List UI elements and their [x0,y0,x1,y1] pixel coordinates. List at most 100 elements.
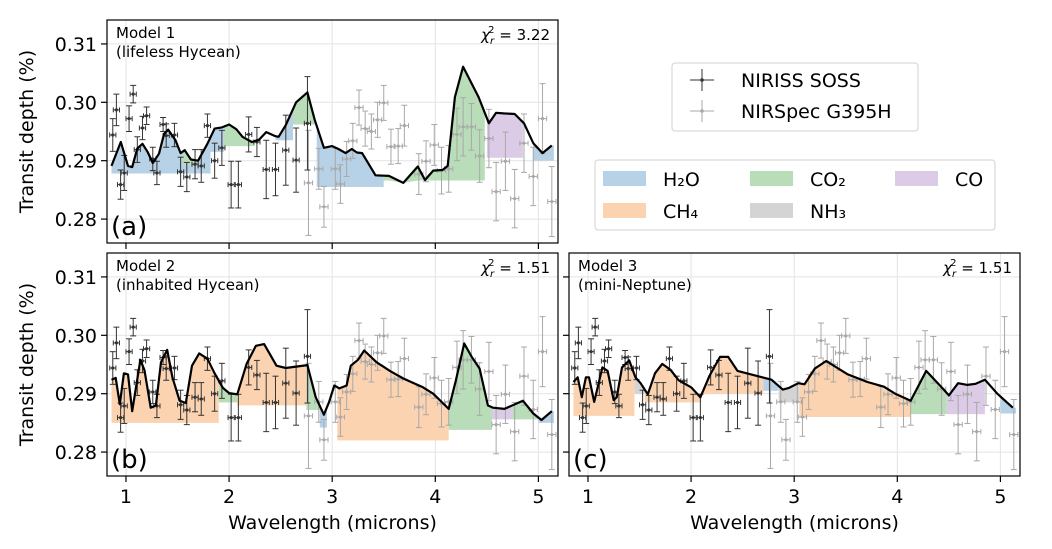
plot-area [109,309,557,471]
data-marker [151,390,155,394]
data-point-niriss [112,326,120,360]
data-marker [975,430,979,434]
data-point-nirspec [379,84,389,121]
data-point-niriss [765,309,774,404]
y-tick-label: 0.31 [55,267,97,289]
band-ch4 [799,361,911,417]
data-marker [655,395,659,399]
y-tick-label: 0.30 [55,325,97,347]
data-point-nirspec [348,122,358,159]
data-point-nirspec [458,97,468,157]
data-marker [522,374,526,378]
data-legend: NIRISS SOSS NIRSpec G395H [671,62,919,132]
x-tick-label: 3 [788,486,800,508]
data-marker [213,159,217,163]
data-marker [455,132,459,137]
x-tick-label: 2 [223,486,235,508]
data-point-nirspec [475,129,485,183]
data-marker [127,350,131,354]
data-marker [140,126,145,130]
data-marker [698,416,702,420]
axes-frame [568,252,1021,477]
legend-frame [594,159,996,231]
data-marker [949,369,953,374]
data-point-niriss [117,169,125,200]
x-axis-label: Wavelength (microns) [228,512,437,534]
data-marker [247,365,251,370]
data-marker [114,108,118,112]
data-marker [363,126,367,131]
legend-entry-h2o: H₂O [603,169,700,191]
data-point-nirspec [330,147,340,190]
model-line [572,355,1014,409]
data-marker [417,405,421,409]
data-marker [375,351,380,355]
data-marker [357,338,361,343]
data-point-nirspec [379,317,389,354]
data-point-nirspec [547,399,557,471]
data-marker [851,378,855,382]
data-marker [273,400,278,405]
data-point-nirspec [861,337,871,380]
legend-swatch-icon [603,203,646,218]
data-point-niriss [203,113,212,138]
data-marker [424,392,428,396]
plot-area [571,309,1019,471]
molecule-legend: H₂O CH₄ CO₂ NH₃ CO [594,159,996,231]
data-point-nirspec [528,146,538,207]
data-point-nirspec [537,83,548,155]
plot-area [109,65,557,238]
data-marker [513,430,517,434]
data-marker [795,400,799,404]
data-marker [185,408,189,412]
data-point-niriss [117,402,125,433]
model-line [110,65,553,184]
data-marker [369,362,373,367]
chi-squared-annotation: χr2 = 1.51 [480,258,550,280]
data-point-nirspec [500,131,511,191]
data-marker [1002,350,1007,354]
legend-label: NH₃ [810,201,846,223]
chi-subscript: r [490,269,495,280]
data-marker [322,438,326,442]
data-marker [161,122,165,127]
data-marker [144,114,149,118]
band-co2 [910,370,947,415]
y-axis-label: Transit depth (%) [16,283,38,447]
data-point-niriss [191,149,199,180]
data-point-niriss [109,351,117,385]
data-point-niriss [282,347,290,419]
data-marker [461,125,465,129]
data-marker [613,390,617,394]
data-point-niriss [659,382,667,416]
data-point-nirspec [491,394,501,455]
data-point-niriss [218,129,226,166]
data-point-nirspec [528,379,538,440]
data-point-nirspec [816,322,826,359]
data-marker [122,171,126,175]
data-point-nirspec [366,113,376,150]
data-marker [819,338,823,343]
chi-subscript: r [952,269,957,280]
data-marker [338,415,343,419]
x-tick-label: 1 [582,486,594,508]
data-point-nirspec [510,168,520,229]
data-marker [264,400,268,405]
data-point-nirspec [962,364,973,424]
data-marker [647,408,651,412]
data-point-niriss [191,382,199,413]
data-point-nirspec [466,102,477,151]
data-point-niriss [271,375,280,430]
data-point-nirspec [354,322,364,359]
y-tick-label: 0.28 [55,209,97,231]
y-axis-label: Transit depth (%) [16,50,38,214]
data-point-niriss [129,84,137,104]
data-marker [1012,432,1016,437]
data-marker [402,357,406,361]
data-marker [306,181,311,185]
data-point-niriss [754,360,762,426]
data-point-nirspec [891,356,901,399]
data-marker [284,148,288,152]
data-marker [193,395,197,399]
band-ch4 [111,349,219,423]
